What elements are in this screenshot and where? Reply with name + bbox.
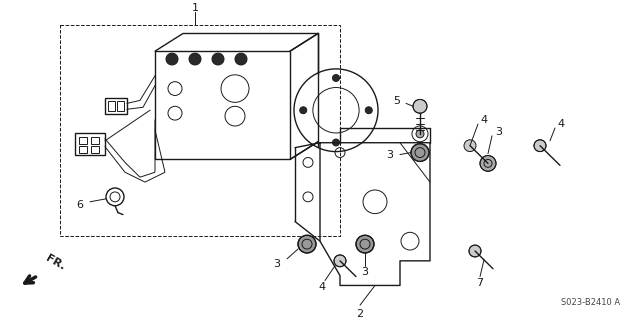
Bar [60, 25, 340, 236]
Circle shape [356, 235, 374, 253]
Circle shape [411, 144, 429, 161]
Circle shape [298, 235, 316, 253]
Text: 7: 7 [476, 278, 484, 288]
Circle shape [534, 140, 546, 152]
Bar [79, 146, 87, 152]
Circle shape [333, 139, 339, 146]
Circle shape [166, 53, 178, 65]
Circle shape [333, 75, 339, 81]
Circle shape [464, 140, 476, 152]
Bar [108, 101, 115, 111]
Bar [91, 137, 99, 144]
Text: 4: 4 [319, 282, 326, 293]
Circle shape [469, 245, 481, 257]
Circle shape [334, 255, 346, 267]
Text: 3: 3 [273, 259, 280, 269]
Text: 5: 5 [393, 96, 400, 106]
Circle shape [189, 53, 201, 65]
Text: 2: 2 [356, 309, 364, 319]
Text: 3: 3 [362, 267, 369, 277]
Bar [155, 51, 290, 160]
Bar [117, 101, 124, 111]
Text: 3: 3 [495, 127, 502, 137]
Bar [75, 133, 105, 154]
Text: 3: 3 [386, 150, 393, 160]
Circle shape [365, 107, 372, 114]
Circle shape [235, 53, 247, 65]
Circle shape [212, 53, 224, 65]
Bar [105, 99, 127, 114]
Circle shape [480, 156, 496, 171]
Circle shape [413, 100, 427, 113]
Bar [91, 146, 99, 152]
Text: 4: 4 [557, 119, 564, 129]
Text: 1: 1 [191, 3, 198, 13]
Bar [79, 137, 87, 144]
Circle shape [416, 130, 424, 138]
Text: 4: 4 [480, 115, 487, 125]
Text: FR.: FR. [44, 253, 67, 272]
Circle shape [300, 107, 307, 114]
Text: S023-B2410 A: S023-B2410 A [561, 298, 620, 307]
Text: 6: 6 [77, 200, 83, 210]
